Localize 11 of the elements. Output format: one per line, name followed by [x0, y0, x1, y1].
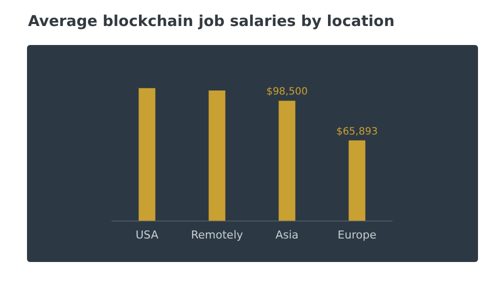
bar: [138, 88, 156, 221]
x-tick-label: Remotely: [190, 228, 244, 242]
x-tick-label: Asia: [275, 228, 299, 242]
bar: [348, 140, 366, 221]
bar: [208, 90, 226, 221]
x-tick-label: USA: [136, 228, 159, 242]
data-label: $98,500: [266, 86, 308, 98]
bar: [278, 100, 296, 221]
chart-title: Average blockchain job salaries by location: [28, 12, 395, 30]
x-tick-label: Europe: [338, 228, 377, 242]
data-label: $65,893: [336, 126, 378, 138]
